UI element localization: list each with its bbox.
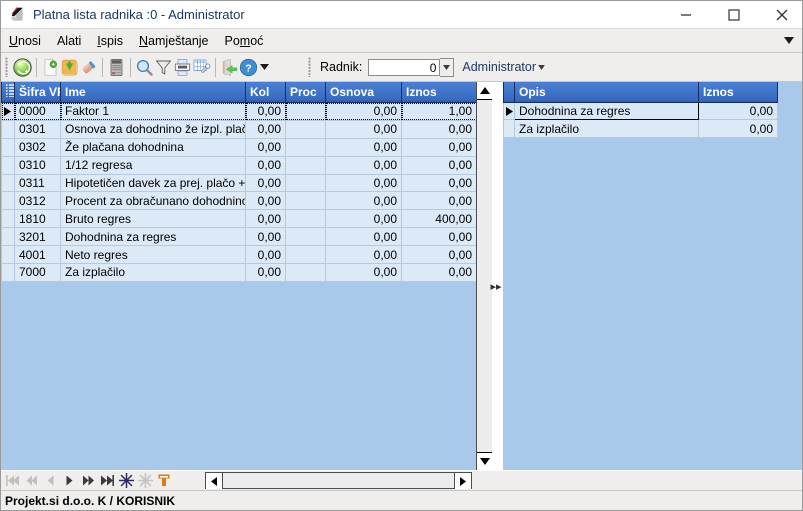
svg-text:?: ?: [245, 62, 251, 74]
